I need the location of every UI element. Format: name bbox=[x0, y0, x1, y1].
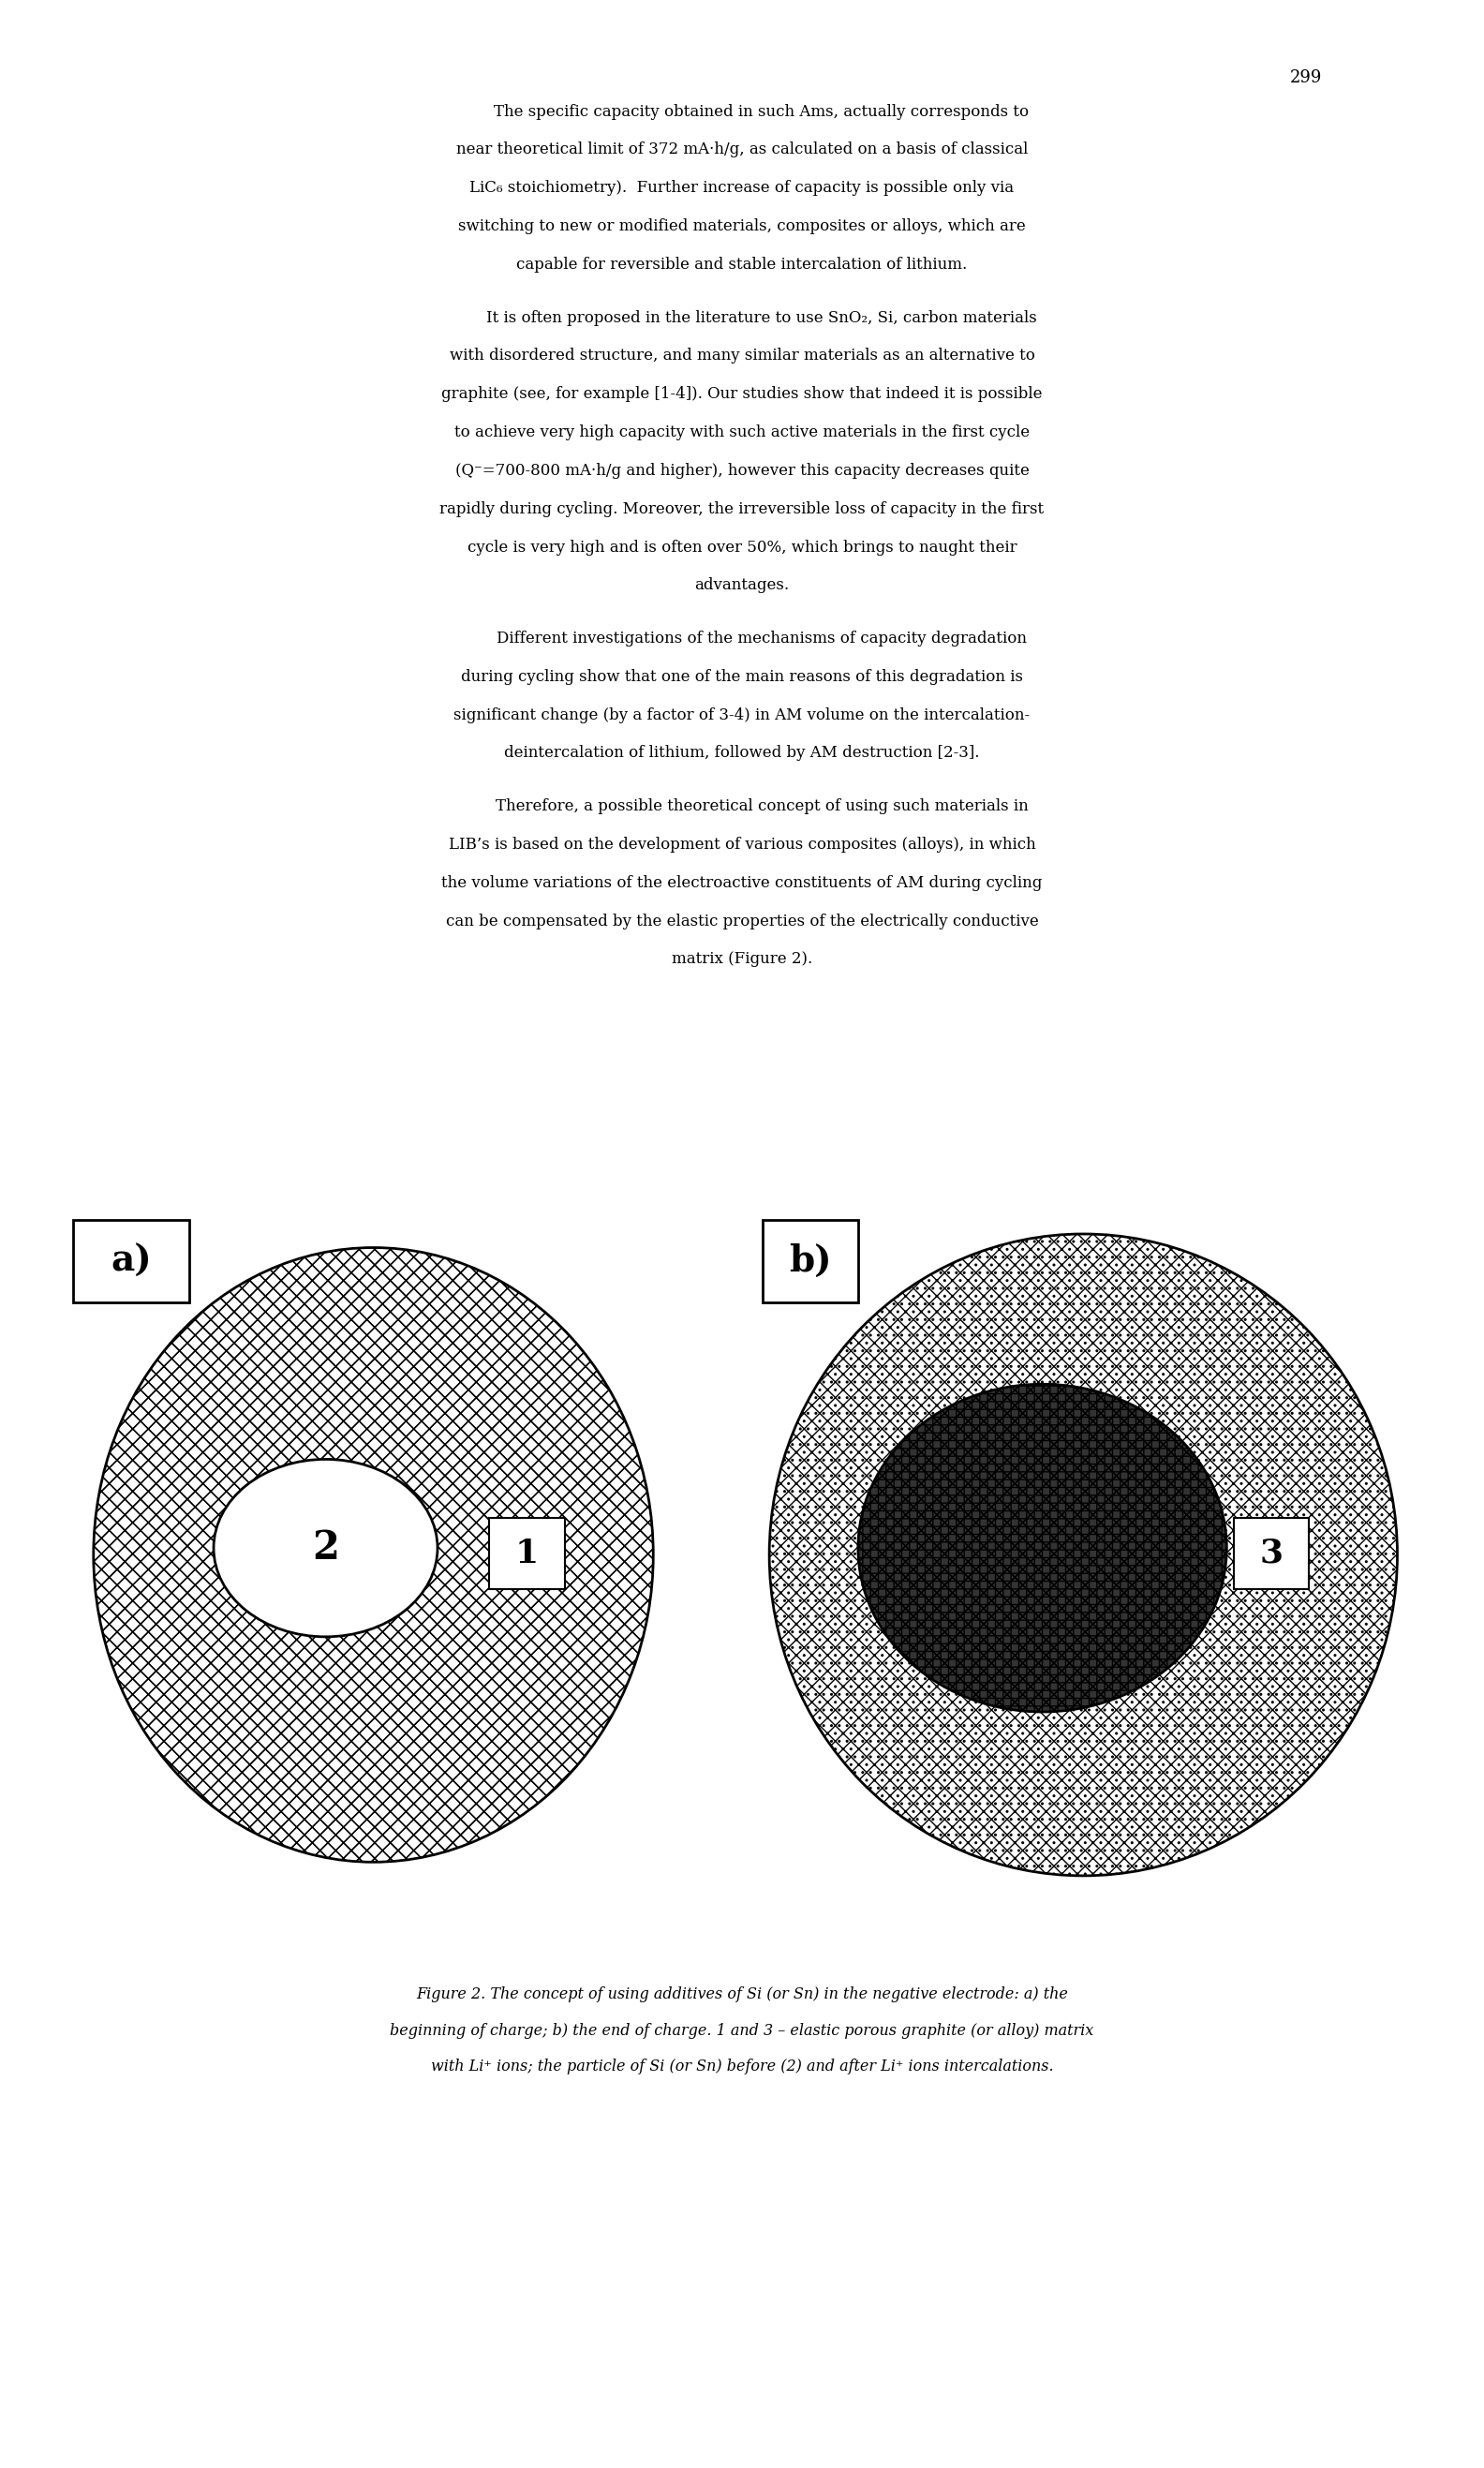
Text: 2: 2 bbox=[312, 1528, 340, 1567]
Text: Figure 2. The concept of using additives of Si (or Sn) in the negative electrode: Figure 2. The concept of using additives… bbox=[416, 1987, 1068, 2002]
Text: advantages.: advantages. bbox=[695, 578, 789, 592]
Text: 3: 3 bbox=[1260, 1538, 1282, 1570]
Bar bbox=[1233, 1518, 1309, 1589]
Text: It is often proposed in the literature to use SnO₂, Si, carbon materials: It is often proposed in the literature t… bbox=[447, 308, 1037, 326]
Text: can be compensated by the elastic properties of the electrically conductive: can be compensated by the elastic proper… bbox=[445, 913, 1039, 928]
Text: b): b) bbox=[789, 1244, 831, 1278]
Text: LIB’s is based on the development of various composites (alloys), in which: LIB’s is based on the development of var… bbox=[448, 837, 1036, 851]
Text: The specific capacity obtained in such Ams, actually corresponds to: The specific capacity obtained in such A… bbox=[454, 104, 1030, 118]
Text: deintercalation of lithium, followed by AM destruction [2-3].: deintercalation of lithium, followed by … bbox=[505, 745, 979, 760]
Text: with disordered structure, and many similar materials as an alternative to: with disordered structure, and many simi… bbox=[450, 348, 1034, 363]
Text: with Li⁺ ions; the particle of Si (or Sn) before (2) and after Li⁺ ions intercal: with Li⁺ ions; the particle of Si (or Sn… bbox=[430, 2058, 1054, 2073]
Ellipse shape bbox=[214, 1459, 438, 1636]
Text: LiC₆ stoichiometry).  Further increase of capacity is possible only via: LiC₆ stoichiometry). Further increase of… bbox=[470, 180, 1014, 195]
Text: to achieve very high capacity with such active materials in the first cycle: to achieve very high capacity with such … bbox=[454, 424, 1030, 439]
Text: capable for reversible and stable intercalation of lithium.: capable for reversible and stable interc… bbox=[516, 257, 968, 271]
Text: switching to new or modified materials, composites or alloys, which are: switching to new or modified materials, … bbox=[459, 217, 1025, 234]
Text: Different investigations of the mechanisms of capacity degradation: Different investigations of the mechanis… bbox=[457, 629, 1027, 647]
Ellipse shape bbox=[858, 1385, 1227, 1713]
Text: near theoretical limit of 372 mA·h/g, as calculated on a basis of classical: near theoretical limit of 372 mA·h/g, as… bbox=[456, 141, 1028, 158]
Text: cycle is very high and is often over 50%, which brings to naught their: cycle is very high and is often over 50%… bbox=[467, 538, 1017, 555]
Ellipse shape bbox=[93, 1249, 653, 1861]
Text: 299: 299 bbox=[1290, 69, 1322, 86]
Text: rapidly during cycling. Moreover, the irreversible loss of capacity in the first: rapidly during cycling. Moreover, the ir… bbox=[439, 501, 1045, 516]
Bar bbox=[763, 1219, 858, 1303]
Text: (Q⁻=700-800 mA·h/g and higher), however this capacity decreases quite: (Q⁻=700-800 mA·h/g and higher), however … bbox=[456, 462, 1028, 479]
Bar bbox=[73, 1219, 188, 1303]
Text: 1: 1 bbox=[515, 1538, 539, 1570]
Text: during cycling show that one of the main reasons of this degradation is: during cycling show that one of the main… bbox=[462, 669, 1022, 684]
Text: significant change (by a factor of 3-4) in AM volume on the intercalation-: significant change (by a factor of 3-4) … bbox=[454, 706, 1030, 723]
Ellipse shape bbox=[769, 1234, 1398, 1876]
Text: matrix (Figure 2).: matrix (Figure 2). bbox=[672, 950, 812, 967]
Text: Therefore, a possible theoretical concept of using such materials in: Therefore, a possible theoretical concep… bbox=[456, 797, 1028, 814]
Text: graphite (see, for example [1-4]). Our studies show that indeed it is possible: graphite (see, for example [1-4]). Our s… bbox=[442, 385, 1042, 402]
Bar bbox=[490, 1518, 564, 1589]
Text: a): a) bbox=[110, 1244, 151, 1278]
Text: beginning of charge; b) the end of charge. 1 and 3 – elastic porous graphite (or: beginning of charge; b) the end of charg… bbox=[390, 2024, 1094, 2039]
Text: the volume variations of the electroactive constituents of AM during cycling: the volume variations of the electroacti… bbox=[442, 874, 1042, 891]
